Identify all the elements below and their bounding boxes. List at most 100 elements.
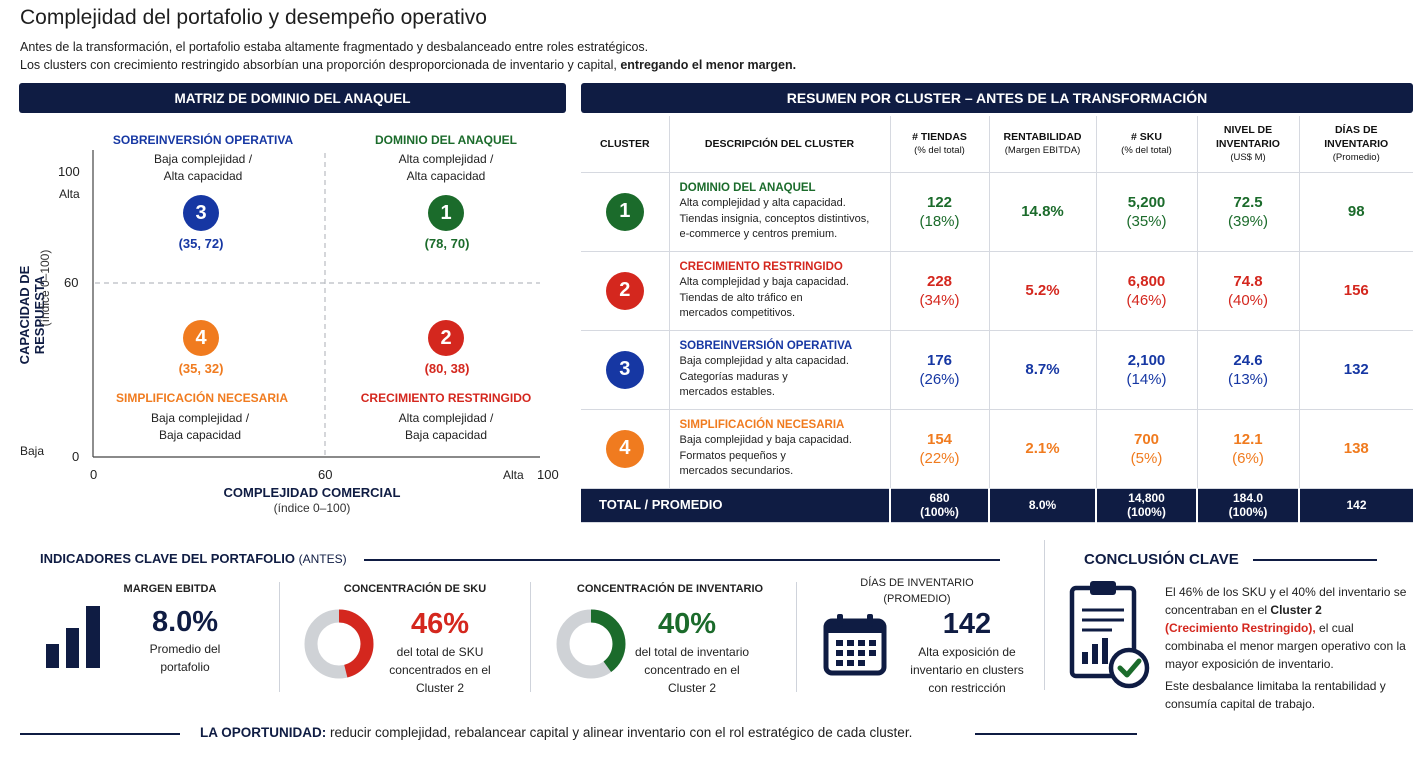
quadrant-desc-line: Alta capacidad [163, 169, 243, 183]
col-header: # TIENDAS (% del total) [890, 116, 990, 173]
shelf-dominance-matrix: CAPACIDAD DE RESPUESTA (índice 0–100) 10… [0, 0, 580, 540]
quadrant-title-simplification: SIMPLIFICACIÓN NECESARIA [115, 391, 288, 405]
page-title: Complejidad del portafolio y desempeño o… [20, 6, 487, 29]
quadrant-title-dominance: DOMINIO DEL ANAQUEL [374, 133, 517, 147]
cluster-1-badge: 1 [605, 192, 644, 231]
cluster-1-coord: (78, 70) [424, 236, 470, 251]
x-tick-0: 0 [90, 467, 98, 482]
cluster-description: SOBREINVERSIÓN OPERATIVA Baja complejidad… [669, 330, 891, 410]
ebitda-cell: 2.1% [989, 409, 1097, 489]
kpi-separator [530, 582, 531, 692]
col-header: NIVEL DE INVENTARIO (US$ M) [1197, 116, 1300, 173]
days-cell: 98 [1299, 172, 1413, 252]
ebitda-cell: 8.7% [989, 330, 1097, 410]
quadrant-desc-line: Baja complejidad / [150, 411, 250, 425]
kpi-ebitda-value: 8.0% [151, 606, 219, 638]
section-separator [1044, 540, 1045, 690]
ebitda-cell: 14.8% [989, 172, 1097, 252]
matrix-axes [92, 150, 540, 458]
kpi-separator [796, 582, 797, 692]
kpi-divider [364, 559, 1000, 561]
inventory-donut-fill [556, 609, 626, 679]
sku-cell: 6,800 (46%) [1096, 251, 1198, 331]
cluster-2-badge: 2 [605, 271, 644, 310]
quadrant-title-restricted: CRECIMIENTO RESTRINGIDO [360, 391, 532, 405]
stores-cell: 122 (18%) [890, 172, 990, 252]
table-total-row: TOTAL / PROMEDIO 680 (100%) 8.0% 14,800 (1… [581, 488, 1413, 523]
col-header: DESCRIPCIÓN DEL CLUSTER [669, 116, 891, 173]
cluster-description: SIMPLIFICACIÓN NECESARIA Baja complejidad… [669, 409, 891, 489]
inventory-cell: 74.8 (40%) [1197, 251, 1300, 331]
subtitle-line-2-emphasis: entregando el menor margen. [620, 58, 797, 72]
sku-donut-fill [304, 609, 374, 679]
kpi-ebitda-title: MARGEN EBITDA [123, 583, 217, 595]
sku-cell: 5,200 (35%) [1096, 172, 1198, 252]
kpi-section-title: INDICADORES CLAVE DEL PORTAFOLIO (ANTES) [40, 551, 347, 566]
x-axis-sub: (índice 0–100) [273, 501, 351, 515]
conclusion-title: CONCLUSIÓN CLAVE [1084, 551, 1239, 568]
sku-donut-chart [304, 609, 374, 679]
cluster-description: DOMINIO DEL ANAQUEL Alta complejidad y al… [669, 172, 891, 252]
stores-cell: 176 (26%) [890, 330, 990, 410]
x-axis-label: COMPLEJIDAD COMERCIAL [223, 485, 401, 500]
conclusion-divider [1253, 559, 1377, 561]
opportunity-right-line [975, 733, 1137, 735]
kpi-inventory-title: CONCENTRACIÓN DE INVENTARIO [576, 583, 764, 595]
col-header: CLUSTER [581, 116, 670, 173]
y-tick-0: 0 [72, 449, 80, 464]
kpi-separator [279, 582, 280, 692]
quadrant-desc-line: Alta complejidad / [398, 152, 494, 166]
cluster-2-coord: (80, 38) [424, 361, 470, 376]
table-row: 1 DOMINIO DEL ANAQUEL Alta complejidad y … [581, 172, 1413, 252]
y-high-label: Alta [59, 187, 80, 201]
cluster-3-badge: 3 [605, 350, 644, 389]
table-header-bar: RESUMEN POR CLUSTER – ANTES DE LA TRANSF… [581, 83, 1413, 113]
report-check-icon [1069, 581, 1150, 689]
inventory-cell: 12.1 (6%) [1197, 409, 1300, 489]
days-cell: 156 [1299, 251, 1413, 331]
x-tick-100: 100 [537, 467, 559, 482]
matrix-header-bar: MATRIZ DE DOMINIO DEL ANAQUEL [19, 83, 566, 113]
ebitda-cell: 5.2% [989, 251, 1097, 331]
inventory-donut-chart [556, 609, 626, 679]
subtitle-line-2-text: Los clusters con crecimiento restringido… [20, 58, 621, 72]
quadrant-desc-line: Alta complejidad / [398, 411, 494, 425]
table-row: 3 SOBREINVERSIÓN OPERATIVA Baja complejid… [581, 330, 1413, 410]
kpi-days-title: DÍAS DE INVENTARIO (PROMEDIO) [860, 577, 974, 605]
conclusion-paragraph-2: Este desbalance limitaba la rentabilidad… [1165, 679, 1386, 711]
total-label: TOTAL / PROMEDIO [581, 488, 891, 523]
kpi-sku-value: 46% [410, 608, 470, 640]
total-days: 142 [1299, 488, 1413, 523]
subtitle-line-1: Antes de la transformación, el portafoli… [20, 40, 649, 54]
y-tick-60: 60 [64, 275, 79, 290]
calendar-icon [823, 614, 887, 676]
kpi-sku-title: CONCENTRACIÓN DE SKU [343, 583, 487, 595]
kpi-inventory-desc: del total de inventario concentrado en el… [634, 645, 750, 695]
cluster-2-marker: 2 [428, 320, 464, 356]
subtitle-line-2: Los clusters con crecimiento restringido… [20, 58, 796, 72]
inventory-cell: 72.5 (39%) [1197, 172, 1300, 252]
quadrant-desc-line: Baja capacidad [158, 428, 242, 442]
sku-cell: 700 (5%) [1096, 409, 1198, 489]
y-tick-100: 100 [58, 164, 80, 179]
col-header: DÍAS DE INVENTARIO (Promedio) [1299, 116, 1413, 173]
conclusion-paragraph-1: El 46% de los SKU y el 40% del inventari… [1165, 585, 1407, 671]
y-axis-sub: (índice 0–100) [38, 249, 52, 327]
kpi-sku-desc: del total de SKU concentrados en el Cluste… [389, 645, 491, 695]
table-row: 2 CRECIMIENTO RESTRINGIDO Alta complejida… [581, 251, 1413, 331]
col-header: # SKU (% del total) [1096, 116, 1198, 173]
sku-cell: 2,100 (14%) [1096, 330, 1198, 410]
x-high-label: Alta [503, 468, 524, 482]
kpi-ebitda-desc: Promedio del portafolio [149, 642, 221, 674]
opportunity-statement: LA OPORTUNIDAD: reducir complejidad, reb… [200, 725, 913, 740]
quadrant-title-overinvestment: SOBREINVERSIÓN OPERATIVA [112, 133, 294, 147]
days-cell: 138 [1299, 409, 1413, 489]
total-ebitda: 8.0% [989, 488, 1097, 523]
kpi-days-desc: Alta exposición de inventario en clusters… [910, 645, 1024, 695]
cluster-4-marker: 4 [183, 320, 219, 356]
table-header-row: CLUSTER DESCRIPCIÓN DEL CLUSTER # TIENDA… [581, 116, 1413, 173]
total-stores: 680 (100%) [890, 488, 990, 523]
cluster-4-coord: (35, 32) [178, 361, 224, 376]
bar-chart-icon [46, 606, 100, 668]
quadrant-desc-line: Baja complejidad / [153, 152, 253, 166]
